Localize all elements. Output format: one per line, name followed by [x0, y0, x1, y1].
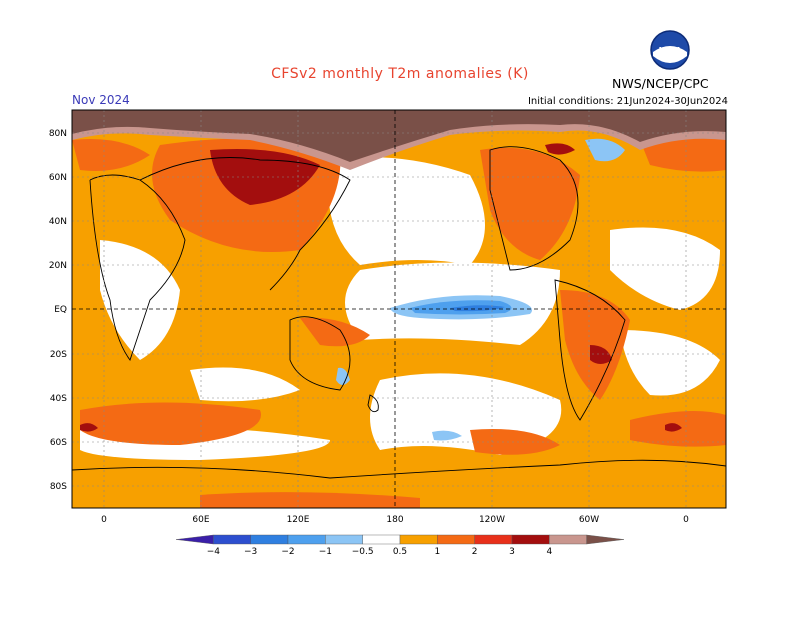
colorbar-swatch [250, 534, 289, 545]
colorbar-swatch [362, 534, 401, 545]
lon-label: 60E [192, 515, 209, 525]
lon-label: 0 [101, 515, 107, 525]
colorbar-swatch [175, 534, 214, 545]
colorbar-tick-label: −4 [207, 547, 221, 557]
lat-label: 20S [50, 350, 67, 360]
longitude-labels: 0 60E 120E 180 120W 60W 0 [101, 515, 689, 525]
colorbar-swatch [549, 534, 587, 545]
graticule [72, 110, 726, 508]
colorbar-swatch [325, 534, 363, 545]
logo-text: NOAA [659, 46, 682, 54]
colorbar-tick-label: 2 [472, 547, 478, 557]
colorbar-swatch [586, 534, 625, 545]
colorbar-swatch [287, 534, 326, 545]
colorbar-swatch [511, 534, 550, 545]
colorbar: −4 −3 −2 −1 −0.5 0.5 1 2 3 4 [175, 534, 625, 557]
lat-label: 20N [49, 261, 67, 271]
lat-label: 80S [50, 482, 67, 492]
colorbar-tick-label: 4 [546, 547, 552, 557]
anomaly-field [72, 110, 726, 508]
map-title: CFSv2 monthly T2m anomalies (K) [271, 66, 529, 82]
lat-label: 80N [49, 129, 67, 139]
colorbar-swatch [437, 534, 475, 545]
lat-label: EQ [54, 305, 67, 315]
latitude-labels: 80N 60N 40N 20N EQ 20S 40S 60S 80S [49, 129, 67, 492]
agency-label: NWS/NCEP/CPC [612, 76, 709, 91]
colorbar-swatch [213, 534, 251, 545]
colorbar-tick-label: −2 [281, 547, 294, 557]
colorbar-swatch [399, 534, 438, 545]
lon-label: 120E [287, 515, 310, 525]
lat-label: 40S [50, 394, 67, 404]
coastlines [72, 146, 726, 479]
lon-label: 180 [386, 515, 403, 525]
colorbar-swatch [474, 534, 513, 545]
initial-conditions: Initial conditions: 21Jun2024-30Jun2024 [527, 96, 728, 107]
lat-label: 40N [49, 217, 67, 227]
colorbar-tick-label: −3 [244, 547, 257, 557]
lon-label: 60W [579, 515, 599, 525]
map-frame [71, 109, 727, 509]
colorbar-tick-label: 0.5 [393, 547, 407, 557]
colorbar-tick-label: −0.5 [352, 547, 374, 557]
noaa-logo: NOAA [650, 30, 690, 70]
colorbar-tick-label: 1 [434, 547, 440, 557]
lat-label: 60N [49, 173, 67, 183]
colorbar-tick-label: 3 [509, 547, 515, 557]
lon-label: 120W [479, 515, 505, 525]
forecast-month: Nov 2024 [72, 93, 130, 107]
lat-label: 60S [50, 438, 67, 448]
lon-label: 0 [683, 515, 689, 525]
colorbar-tick-label: −1 [319, 547, 332, 557]
